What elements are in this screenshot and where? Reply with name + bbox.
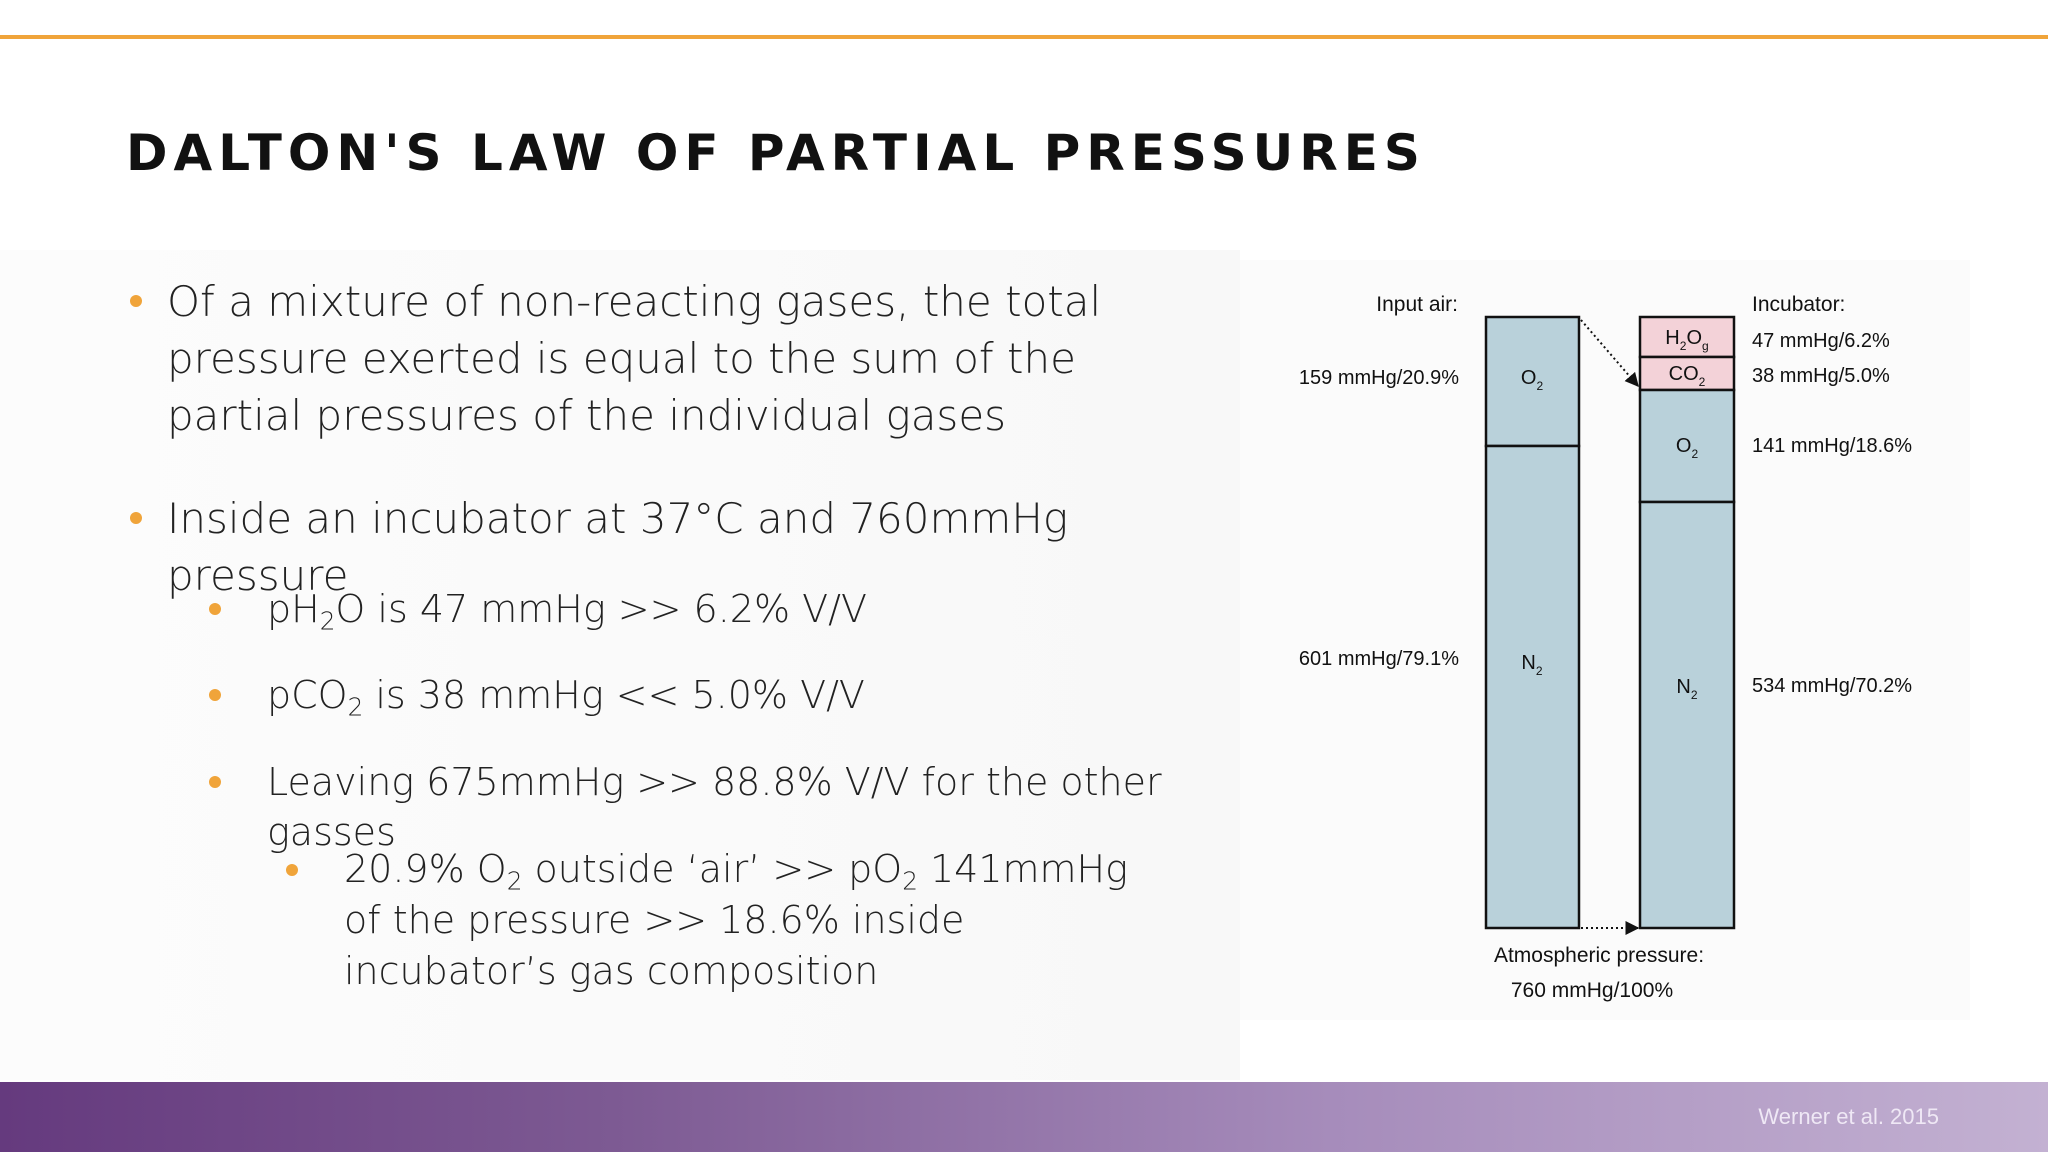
incubator-co2-label: CO2 bbox=[1669, 363, 1706, 389]
partial-pressure-diagram: Input air: Incubator: O2 N2 159 mmHg/20.… bbox=[1240, 260, 1970, 1020]
top-accent-rule bbox=[0, 35, 2048, 39]
bullet-text-part1: 20.9% O bbox=[344, 847, 507, 891]
sub-bullet-water-vapor: pH2O is 47 mmHg >> 6.2% V/V bbox=[209, 584, 1207, 636]
bullet-dot-icon bbox=[286, 864, 298, 876]
incubator-label: Incubator: bbox=[1752, 293, 1845, 316]
incubator-o2-value: 141 mmHg/18.6% bbox=[1752, 435, 1912, 457]
bullet-text: Leaving 675mmHg >> 88.8% V/V for the oth… bbox=[267, 760, 1162, 854]
bullet-incubator-conditions: Inside an incubator at 37°C and 760mmHg … bbox=[130, 490, 1207, 604]
bullet-dot-icon bbox=[209, 689, 221, 701]
input-o2-label: O2 bbox=[1521, 367, 1544, 393]
sub-bullet-remaining-gases: Leaving 675mmHg >> 88.8% V/V for the oth… bbox=[209, 757, 1207, 857]
bullet-text-post: O is 47 mmHg >> 6.2% V/V bbox=[335, 587, 867, 631]
bullet-text-pre: pCO bbox=[267, 673, 348, 717]
slide-content-area bbox=[0, 250, 1240, 1080]
footer-bar: Werner et al. 2015 bbox=[0, 1082, 2048, 1152]
citation-text: Werner et al. 2015 bbox=[1758, 1104, 1939, 1129]
incubator-h2o-segment bbox=[1638, 315, 1736, 359]
bullet-text-part3: 141mmHg of the pressure >> 18.6% inside … bbox=[344, 847, 1128, 993]
bullet-dot-icon bbox=[209, 776, 221, 788]
slide-title: DALTON'S LAW OF PARTIAL PRESSURES bbox=[126, 124, 1426, 182]
subscript: 2 bbox=[319, 606, 336, 636]
bullet-dot-icon bbox=[130, 295, 142, 307]
subscript: 2 bbox=[347, 692, 364, 722]
incubator-n2-segment bbox=[1638, 500, 1736, 930]
incubator-o2-label: O2 bbox=[1676, 435, 1699, 461]
diagram-background bbox=[1240, 260, 1970, 1020]
input-o2-value: 159 mmHg/20.9% bbox=[1299, 367, 1459, 389]
atmospheric-pressure-label: Atmospheric pressure: bbox=[1494, 944, 1704, 967]
input-n2-value: 601 mmHg/79.1% bbox=[1299, 648, 1459, 670]
incubator-h2o-value: 47 mmHg/6.2% bbox=[1752, 330, 1890, 352]
incubator-co2-value: 38 mmHg/5.0% bbox=[1752, 365, 1890, 387]
subscript: 2 bbox=[506, 866, 523, 896]
sub-bullet-co2: pCO2 is 38 mmHg << 5.0% V/V bbox=[209, 670, 1207, 722]
bullet-text-pre: pH bbox=[267, 587, 320, 631]
bullet-text: Of a mixture of non-reacting gases, the … bbox=[167, 277, 1102, 440]
input-n2-label: N2 bbox=[1521, 652, 1542, 678]
input-air-label: Input air: bbox=[1376, 293, 1458, 316]
incubator-h2o-label: H2Og bbox=[1665, 327, 1708, 353]
input-o2-segment bbox=[1484, 315, 1581, 448]
bullet-text: Inside an incubator at 37°C and 760mmHg … bbox=[167, 494, 1069, 600]
bullet-dot-icon bbox=[130, 512, 142, 524]
subscript: 2 bbox=[902, 866, 918, 896]
incubator-n2-label: N2 bbox=[1676, 676, 1697, 702]
incubator-n2-value: 534 mmHg/70.2% bbox=[1752, 675, 1912, 697]
input-n2-segment bbox=[1484, 444, 1581, 930]
atmospheric-pressure-value: 760 mmHg/100% bbox=[1511, 979, 1673, 1002]
bullet-text-post: is 38 mmHg << 5.0% V/V bbox=[363, 673, 865, 717]
incubator-co2-segment bbox=[1638, 355, 1736, 392]
bullet-dalton-definition: Of a mixture of non-reacting gases, the … bbox=[130, 273, 1207, 444]
bullet-text-part2: outside ‘air’ >> pO bbox=[522, 847, 903, 891]
incubator-o2-segment bbox=[1638, 388, 1736, 504]
sub-sub-bullet-oxygen: 20.9% O2 outside ‘air’ >> pO2 141mmHg of… bbox=[286, 844, 1174, 997]
bullet-dot-icon bbox=[209, 603, 221, 615]
